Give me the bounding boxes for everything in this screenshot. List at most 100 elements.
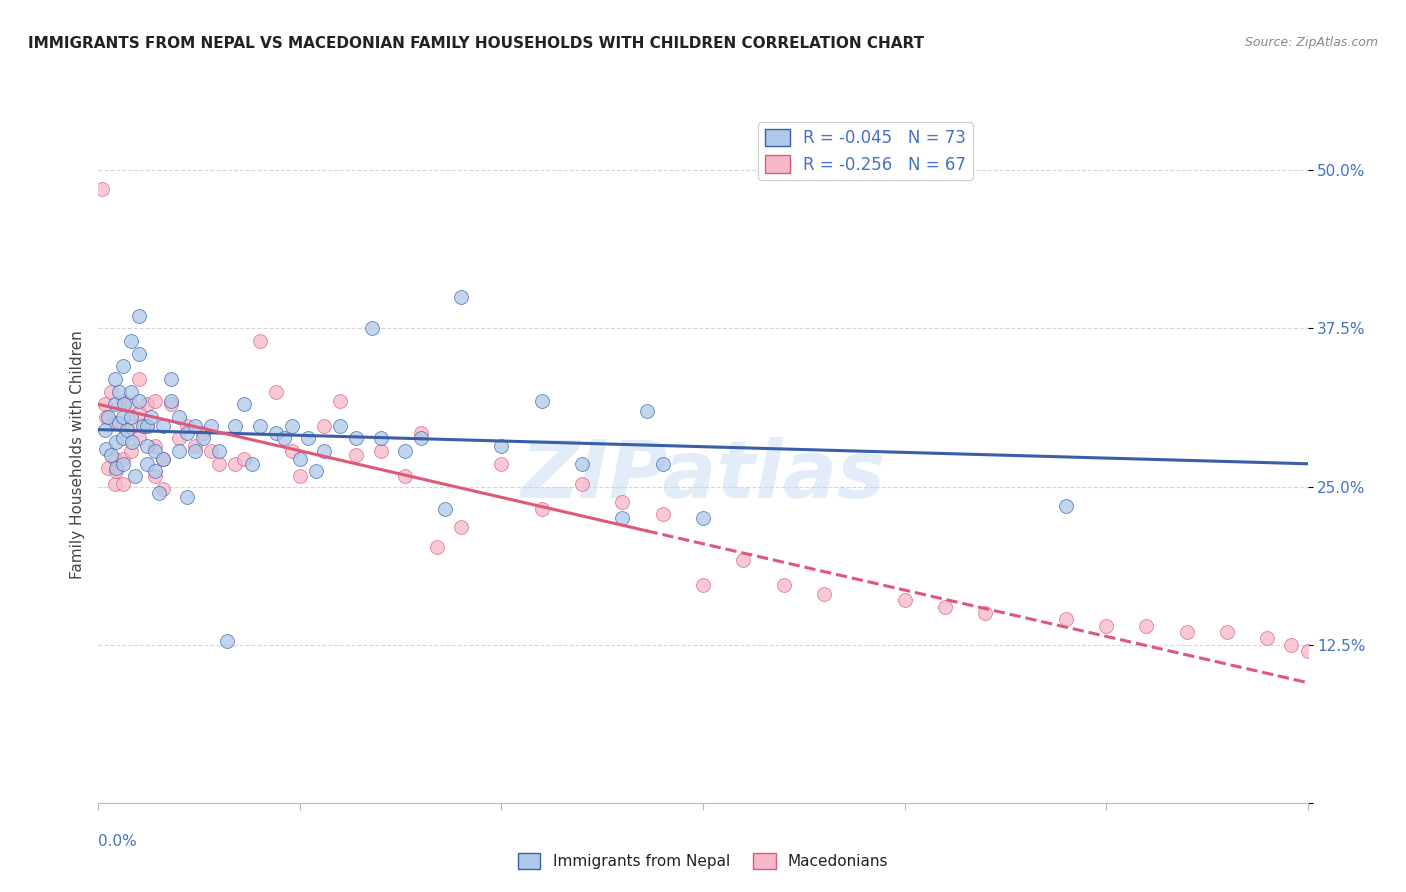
Point [128, 309, 150, 323]
Point [120, 444, 142, 458]
Point [120, 334, 142, 348]
Point [103, 417, 125, 431]
Point [152, 451, 174, 466]
Point [176, 418, 198, 433]
Point [491, 457, 513, 471]
Point [934, 599, 956, 614]
Point [1296, 644, 1319, 658]
Point [121, 435, 143, 450]
Point [651, 508, 673, 522]
Point [208, 444, 231, 458]
Point [105, 464, 128, 478]
Point [112, 397, 135, 411]
Point [128, 347, 150, 361]
Point [167, 444, 190, 458]
Point [692, 511, 714, 525]
Point [249, 418, 271, 433]
Point [217, 633, 239, 648]
Point [450, 520, 472, 534]
Point [974, 606, 997, 620]
Point [409, 426, 432, 441]
Point [128, 406, 150, 420]
Point [107, 417, 129, 431]
Point [111, 432, 134, 446]
Point [1095, 618, 1118, 632]
Point [893, 593, 915, 607]
Point [111, 451, 134, 466]
Point [167, 432, 190, 446]
Point [111, 359, 134, 374]
Point [314, 418, 336, 433]
Point [305, 464, 328, 478]
Point [370, 444, 392, 458]
Point [184, 418, 207, 433]
Point [370, 432, 392, 446]
Point [143, 464, 166, 478]
Point [143, 444, 166, 458]
Point [530, 393, 553, 408]
Text: 0.0%: 0.0% [98, 834, 138, 849]
Legend: Immigrants from Nepal, Macedonians: Immigrants from Nepal, Macedonians [512, 847, 894, 875]
Point [176, 426, 198, 441]
Point [361, 321, 384, 335]
Point [167, 409, 190, 424]
Point [91, 182, 114, 196]
Point [450, 290, 472, 304]
Text: IMMIGRANTS FROM NEPAL VS MACEDONIAN FAMILY HOUSEHOLDS WITH CHILDREN CORRELATION : IMMIGRANTS FROM NEPAL VS MACEDONIAN FAMI… [28, 36, 924, 51]
Text: Source: ZipAtlas.com: Source: ZipAtlas.com [1244, 36, 1378, 49]
Point [200, 418, 222, 433]
Point [232, 451, 254, 466]
Point [160, 397, 183, 411]
Point [571, 477, 593, 491]
Point [651, 457, 673, 471]
Point [813, 587, 835, 601]
Point [111, 457, 134, 471]
Point [636, 403, 658, 417]
Point [124, 469, 146, 483]
Point [160, 372, 183, 386]
Point [434, 502, 457, 516]
Point [394, 444, 416, 458]
Point [224, 418, 246, 433]
Point [132, 418, 155, 433]
Point [288, 451, 311, 466]
Point [184, 439, 207, 453]
Point [135, 457, 157, 471]
Point [97, 460, 120, 475]
Point [733, 553, 755, 567]
Point [571, 457, 593, 471]
Point [344, 432, 367, 446]
Point [612, 494, 634, 508]
Text: ZIPatlas: ZIPatlas [520, 437, 886, 515]
Point [100, 384, 122, 399]
Point [160, 393, 183, 408]
Point [105, 460, 128, 475]
Point [281, 418, 304, 433]
Legend: R = -0.045   N = 73, R = -0.256   N = 67: R = -0.045 N = 73, R = -0.256 N = 67 [758, 122, 973, 180]
Point [120, 409, 142, 424]
Point [148, 486, 170, 500]
Point [128, 393, 150, 408]
Point [530, 502, 553, 516]
Point [152, 482, 174, 496]
Point [1281, 638, 1303, 652]
Point [1135, 618, 1157, 632]
Point [135, 439, 157, 453]
Point [176, 490, 198, 504]
Point [1216, 625, 1239, 640]
Point [1175, 625, 1198, 640]
Point [288, 469, 311, 483]
Point [97, 409, 120, 424]
Point [143, 439, 166, 453]
Point [96, 409, 118, 424]
Point [281, 444, 304, 458]
Point [409, 432, 432, 446]
Point [120, 384, 142, 399]
Point [94, 397, 117, 411]
Point [344, 448, 367, 462]
Point [100, 448, 122, 462]
Point [94, 423, 117, 437]
Point [297, 432, 319, 446]
Point [612, 511, 634, 525]
Point [111, 418, 134, 433]
